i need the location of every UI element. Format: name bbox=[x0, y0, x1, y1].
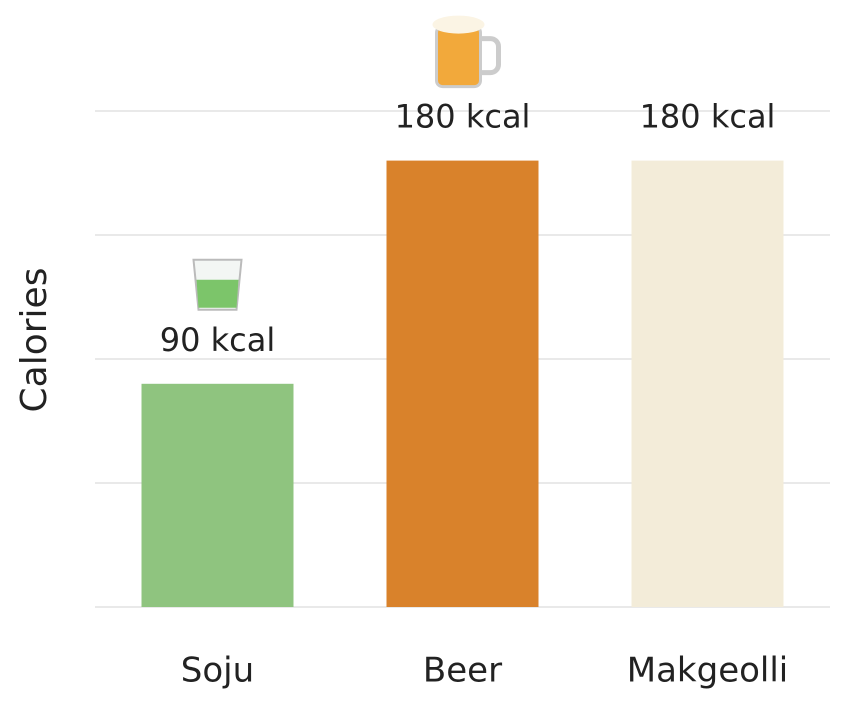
bar bbox=[386, 160, 539, 607]
value-label: 180 kcal bbox=[395, 98, 531, 136]
drink-icon bbox=[432, 15, 501, 89]
y-axis-title: Calories bbox=[14, 268, 55, 413]
value-label: 180 kcal bbox=[640, 98, 776, 136]
bar bbox=[141, 383, 294, 607]
value-label: 90 kcal bbox=[160, 321, 276, 359]
x-tick-label: Soju bbox=[181, 651, 254, 691]
x-tick-label: Makgeolli bbox=[627, 651, 789, 691]
liquid bbox=[196, 279, 239, 308]
handle bbox=[480, 36, 501, 76]
mug bbox=[435, 25, 482, 89]
foam bbox=[432, 15, 485, 34]
bar bbox=[631, 160, 784, 607]
x-tick-label: Beer bbox=[423, 651, 502, 691]
drink-icon bbox=[192, 258, 243, 311]
